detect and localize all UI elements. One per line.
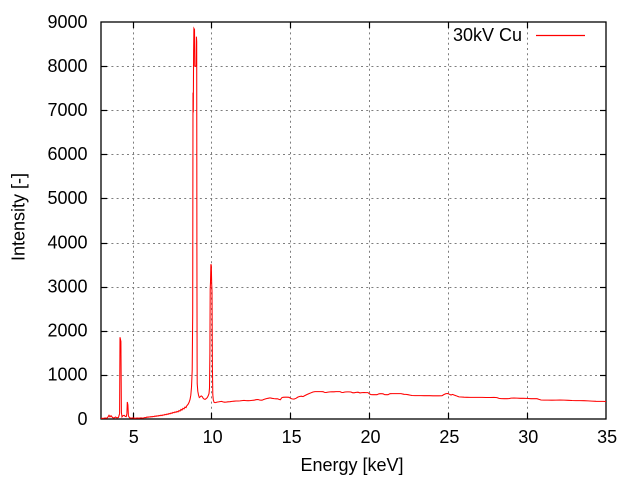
- svg-text:30kV Cu: 30kV Cu: [453, 25, 522, 45]
- svg-text:25: 25: [439, 427, 459, 447]
- svg-text:Intensity [-]: Intensity [-]: [9, 173, 29, 261]
- svg-text:35: 35: [597, 427, 617, 447]
- svg-text:20: 20: [360, 427, 380, 447]
- svg-text:2000: 2000: [47, 321, 87, 341]
- svg-text:1000: 1000: [47, 365, 87, 385]
- svg-text:0: 0: [77, 409, 87, 429]
- svg-text:Energy [keV]: Energy [keV]: [300, 455, 403, 475]
- svg-text:30: 30: [518, 427, 538, 447]
- svg-text:9000: 9000: [47, 12, 87, 32]
- svg-text:5: 5: [129, 427, 139, 447]
- svg-text:3000: 3000: [47, 277, 87, 297]
- svg-text:15: 15: [282, 427, 302, 447]
- svg-text:10: 10: [203, 427, 223, 447]
- svg-text:7000: 7000: [47, 100, 87, 120]
- svg-text:8000: 8000: [47, 56, 87, 76]
- svg-text:4000: 4000: [47, 232, 87, 252]
- svg-text:5000: 5000: [47, 188, 87, 208]
- svg-text:6000: 6000: [47, 144, 87, 164]
